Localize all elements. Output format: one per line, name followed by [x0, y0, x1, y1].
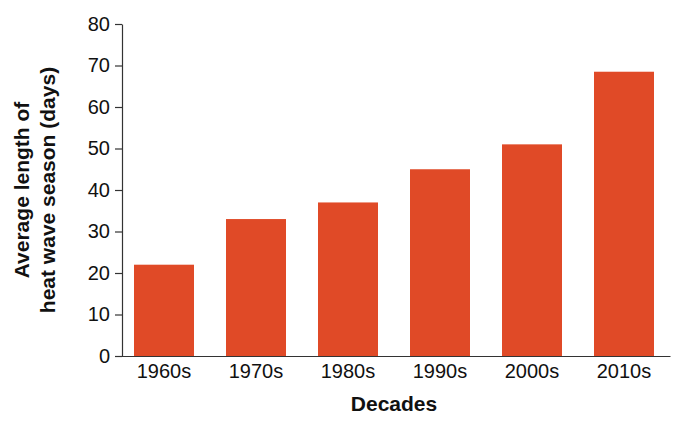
x-tick: 1980s [321, 360, 376, 382]
y-tick-label: 40 [88, 179, 110, 201]
x-tick: 2010s [597, 360, 652, 382]
x-tick-label: 1990s [413, 360, 468, 382]
y-tick: 30 [88, 220, 122, 242]
x-tick-label: 1980s [321, 360, 376, 382]
y-tick-mark [115, 314, 122, 315]
x-tick: 1970s [229, 360, 284, 382]
y-tick-label: 30 [88, 220, 110, 242]
y-tick-label: 0 [99, 345, 110, 367]
y-tick-label: 10 [88, 303, 110, 325]
y-axis-title-line: Average length of [10, 101, 33, 279]
y-tick-mark [115, 273, 122, 274]
y-tick-label: 20 [88, 262, 110, 284]
y-axis: 0 10 20 30 40 50 60 70 80 [88, 13, 123, 367]
y-tick-label: 50 [88, 137, 110, 159]
y-axis-line [122, 25, 123, 357]
bar [318, 202, 378, 356]
bar [594, 72, 654, 356]
x-tick: 2000s [505, 360, 560, 382]
x-axis-title: Decades [351, 392, 437, 415]
y-tick: 70 [88, 54, 122, 76]
y-tick-mark [115, 231, 122, 232]
y-tick: 40 [88, 179, 122, 201]
y-tick-label: 60 [88, 96, 110, 118]
y-axis-title: Average length ofheat wave season (days) [10, 67, 59, 313]
y-tick: 60 [88, 96, 122, 118]
y-tick-label: 80 [88, 13, 110, 35]
x-tick: 1960s [137, 360, 192, 382]
y-tick: 20 [88, 262, 122, 284]
x-tick-label: 2010s [597, 360, 652, 382]
x-axis-line [119, 356, 671, 357]
y-tick-mark [115, 190, 122, 191]
x-tick-label: 1960s [137, 360, 192, 382]
y-tick-mark [115, 148, 122, 149]
y-axis-title-line: heat wave season (days) [36, 67, 59, 313]
y-tick: 0 [99, 345, 122, 367]
x-tick-label: 2000s [505, 360, 560, 382]
bars [134, 72, 654, 356]
bar [410, 169, 470, 356]
x-tick-label: 1970s [229, 360, 284, 382]
bar [502, 144, 562, 356]
y-tick: 80 [88, 13, 122, 35]
y-tick-mark [115, 107, 122, 108]
bar [134, 265, 194, 356]
x-axis: 1960s 1970s 1980s 1990s 2000s 2010s [119, 357, 671, 383]
x-tick: 1990s [413, 360, 468, 382]
bar [226, 219, 286, 356]
y-tick-label: 70 [88, 54, 110, 76]
y-tick-mark [115, 24, 122, 25]
y-tick: 50 [88, 137, 122, 159]
y-tick: 10 [88, 303, 122, 325]
chart: 0 10 20 30 40 50 60 70 80 1960s 1970s 1980s 1990s 200… [0, 0, 680, 424]
y-tick-mark [115, 65, 122, 66]
